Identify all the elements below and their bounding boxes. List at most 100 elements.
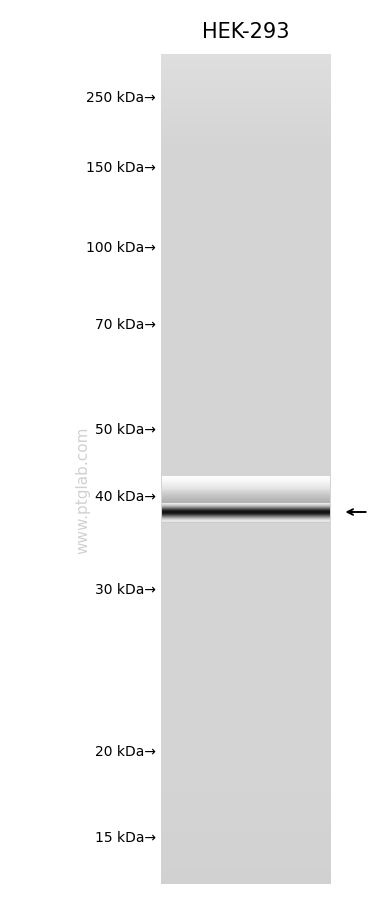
Bar — [161, 58, 331, 60]
Bar — [161, 160, 331, 162]
Bar — [161, 497, 331, 500]
Bar — [161, 824, 331, 826]
Bar — [161, 649, 331, 652]
Bar — [161, 721, 331, 723]
Bar — [161, 533, 331, 536]
Bar — [161, 442, 331, 445]
Bar — [161, 713, 331, 715]
Bar — [161, 798, 331, 801]
Bar — [161, 384, 331, 387]
Bar — [161, 793, 331, 796]
Bar — [161, 213, 331, 216]
Bar — [161, 188, 331, 190]
Bar — [161, 118, 331, 121]
Bar — [161, 63, 331, 66]
Bar — [161, 461, 331, 464]
Bar — [161, 473, 331, 475]
Bar — [161, 652, 331, 655]
Bar — [161, 821, 331, 824]
Bar — [161, 91, 331, 94]
Bar — [161, 94, 331, 97]
Bar — [161, 138, 331, 141]
Bar — [161, 299, 331, 301]
Bar — [161, 207, 331, 209]
Bar — [161, 265, 331, 268]
Bar — [161, 621, 331, 624]
Bar — [161, 392, 331, 395]
Bar — [161, 422, 331, 425]
Bar — [161, 779, 331, 782]
Text: www.ptglab.com: www.ptglab.com — [76, 426, 91, 553]
Bar — [161, 177, 331, 179]
Bar — [161, 362, 331, 364]
Bar — [161, 694, 331, 696]
Bar — [161, 834, 331, 837]
Bar — [161, 356, 331, 359]
Bar — [161, 162, 331, 165]
Bar — [161, 414, 331, 417]
Bar — [161, 390, 331, 392]
Bar — [161, 218, 331, 221]
Bar — [161, 204, 331, 207]
Bar — [161, 437, 331, 439]
Bar — [161, 171, 331, 174]
Bar — [161, 447, 331, 450]
Bar — [161, 768, 331, 770]
Bar — [161, 718, 331, 721]
Bar — [161, 688, 331, 691]
Text: 30 kDa→: 30 kDa→ — [95, 583, 156, 596]
Bar — [161, 99, 331, 102]
Bar — [161, 812, 331, 815]
Bar — [161, 284, 331, 287]
Bar — [161, 549, 331, 552]
Bar — [161, 608, 331, 611]
Bar — [161, 224, 331, 226]
Bar — [161, 749, 331, 751]
Bar — [161, 469, 331, 473]
Bar — [161, 193, 331, 196]
Bar — [161, 276, 331, 279]
Bar — [161, 88, 331, 91]
Bar — [161, 196, 331, 198]
Bar — [161, 569, 331, 572]
Bar — [161, 826, 331, 829]
Bar — [161, 354, 331, 356]
Bar — [161, 248, 331, 251]
Bar — [161, 370, 331, 373]
Bar — [161, 367, 331, 370]
Bar — [161, 845, 331, 848]
Bar — [161, 796, 331, 798]
Bar — [161, 862, 331, 865]
Bar — [161, 790, 331, 793]
Bar — [161, 483, 331, 486]
Bar — [161, 870, 331, 873]
Bar — [161, 146, 331, 149]
Bar — [161, 517, 331, 520]
Bar — [161, 475, 331, 478]
Bar — [161, 486, 331, 489]
Bar — [161, 594, 331, 596]
Bar — [161, 704, 331, 707]
Bar — [161, 351, 331, 354]
Bar — [161, 169, 331, 171]
Bar — [161, 304, 331, 307]
Bar — [161, 345, 331, 348]
Bar — [161, 301, 331, 304]
Bar — [161, 445, 331, 447]
Bar — [161, 97, 331, 99]
Bar — [161, 829, 331, 832]
Bar — [161, 434, 331, 437]
Text: 40 kDa→: 40 kDa→ — [95, 490, 156, 503]
Bar — [161, 268, 331, 271]
Bar — [161, 77, 331, 79]
Bar — [161, 832, 331, 834]
Bar — [161, 165, 331, 169]
Bar — [161, 260, 331, 262]
Bar — [161, 842, 331, 845]
Bar — [161, 428, 331, 431]
Bar — [161, 364, 331, 367]
Bar — [161, 591, 331, 594]
Bar — [161, 307, 331, 309]
Bar — [161, 348, 331, 351]
Bar — [161, 856, 331, 859]
